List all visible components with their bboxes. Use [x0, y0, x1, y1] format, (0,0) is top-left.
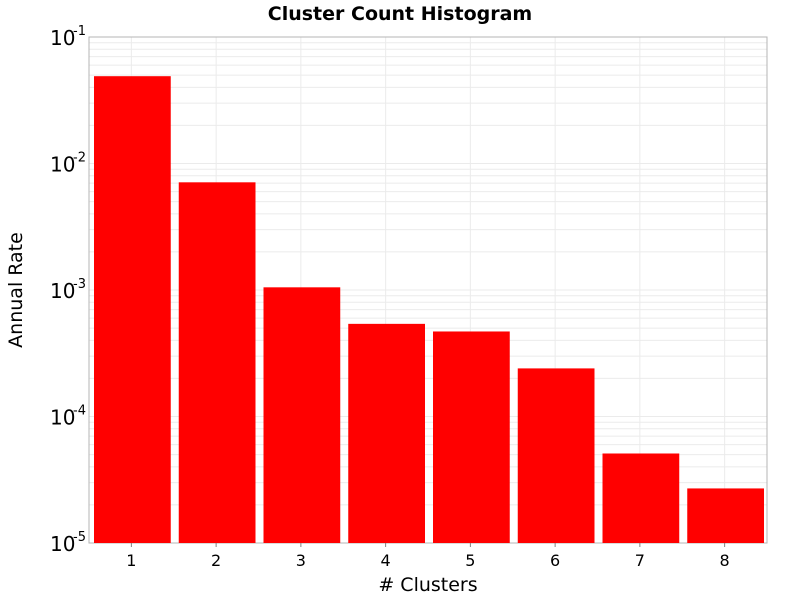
y-tick-base: 10: [50, 532, 75, 556]
y-tick-label: 10-2: [50, 151, 86, 177]
bar-6: [517, 368, 595, 543]
bar-1: [94, 76, 171, 544]
y-tick-exponent: -4: [73, 404, 86, 419]
y-tick-label: 10-1: [50, 24, 86, 50]
bar-8: [687, 488, 764, 543]
x-tick-label: 1: [126, 551, 136, 570]
plot-frame: [88, 36, 768, 544]
y-tick-exponent: -2: [73, 151, 86, 166]
bars: [94, 76, 764, 544]
bar-5: [433, 331, 510, 543]
x-tick-label: 3: [296, 551, 306, 570]
y-tick-exponent: -3: [73, 277, 86, 292]
x-axis-ticks: 1 2 3 4 5 6 7 8: [126, 543, 730, 570]
x-tick-label: 5: [465, 551, 475, 570]
y-tick-base: 10: [50, 26, 75, 50]
x-tick-label: 6: [550, 551, 560, 570]
y-tick-exponent: -1: [73, 24, 86, 39]
bar-4: [348, 323, 425, 543]
y-tick-label: 10-4: [50, 404, 86, 430]
y-axis-label: Annual Rate: [5, 232, 27, 348]
y-tick-exponent: -5: [73, 530, 86, 545]
y-tick-base: 10: [50, 279, 75, 303]
x-tick-label: 4: [381, 551, 391, 570]
x-tick-label: 8: [720, 551, 730, 570]
y-tick-base: 10: [50, 153, 75, 177]
chart-title: Cluster Count Histogram: [268, 3, 532, 25]
y-tick-label: 10-3: [50, 277, 86, 303]
y-tick-label: 10-5: [50, 530, 86, 556]
x-axis-label: # Clusters: [378, 574, 477, 596]
x-tick-label: 2: [211, 551, 221, 570]
y-axis-ticks: 10-510-410-310-210-1: [50, 24, 86, 556]
bar-7: [602, 453, 680, 543]
x-tick-label: 7: [635, 551, 645, 570]
bar-2: [178, 182, 256, 543]
y-tick-base: 10: [50, 406, 75, 430]
bar-3: [263, 287, 341, 543]
